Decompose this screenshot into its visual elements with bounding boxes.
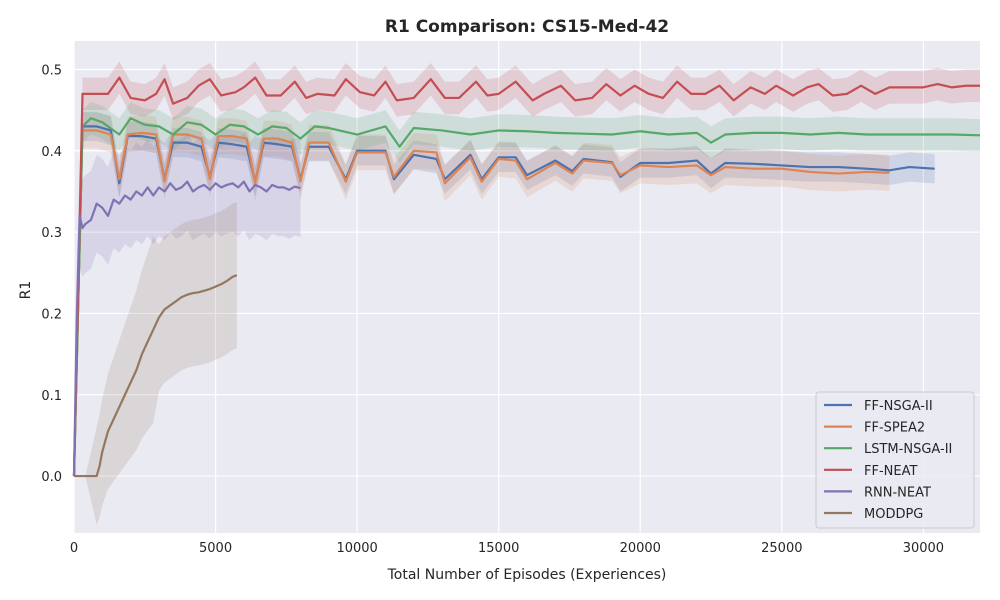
y-axis-ticks: 0.0 0.1 0.2 0.3 0.4 0.5 (41, 63, 62, 485)
x-tick-label: 25000 (761, 541, 802, 556)
x-tick-label: 20000 (620, 541, 661, 556)
legend-label: FF-NSGA-II (864, 399, 933, 414)
legend-label: MODDPG (864, 507, 923, 522)
x-tick-label: 10000 (336, 541, 377, 556)
x-axis-label: Total Number of Episodes (Experiences) (387, 567, 667, 583)
y-tick-label: 0.2 (41, 307, 62, 322)
legend-label: RNN-NEAT (864, 485, 931, 500)
band-lstm-nsga-ii (74, 101, 980, 477)
series-lines (72, 76, 981, 478)
legend-label: FF-SPEA2 (864, 421, 925, 436)
series-line-moddpg (74, 274, 238, 478)
y-tick-label: 0.0 (41, 470, 62, 485)
y-axis-label: R1 (18, 281, 34, 300)
chart-title: R1 Comparison: CS15-Med-42 (385, 17, 669, 37)
band-ff-neat (74, 61, 980, 477)
band-rnn-neat (74, 132, 301, 477)
band-ff-spea2 (74, 112, 890, 477)
series-line-ff-spea2 (72, 129, 890, 477)
x-tick-label: 15000 (478, 541, 519, 556)
series-line-lstm-nsga-ii (72, 117, 981, 477)
legend-label: FF-NEAT (864, 464, 917, 479)
legend: FF-NSGA-II FF-SPEA2 LSTM-NSGA-II FF-NEAT RNN… (815, 391, 975, 529)
x-tick-label: 0 (70, 541, 78, 556)
series-line-ff-neat (72, 76, 980, 477)
x-tick-label: 5000 (199, 541, 232, 556)
legend-label: LSTM-NSGA-II (864, 442, 952, 457)
confidence-bands (74, 61, 980, 525)
x-tick-label: 30000 (903, 541, 944, 556)
legend-box (815, 391, 975, 529)
y-tick-label: 0.3 (41, 226, 62, 241)
band-moddpg (74, 202, 237, 525)
y-tick-label: 0.4 (41, 145, 62, 160)
series-line-rnn-neat (72, 180, 301, 477)
x-axis-ticks: 0 5000 10000 15000 20000 25000 30000 (70, 541, 944, 556)
band-ff-nsga-ii (74, 111, 935, 477)
y-tick-label: 0.1 (41, 389, 62, 404)
y-tick-label: 0.5 (41, 63, 62, 78)
